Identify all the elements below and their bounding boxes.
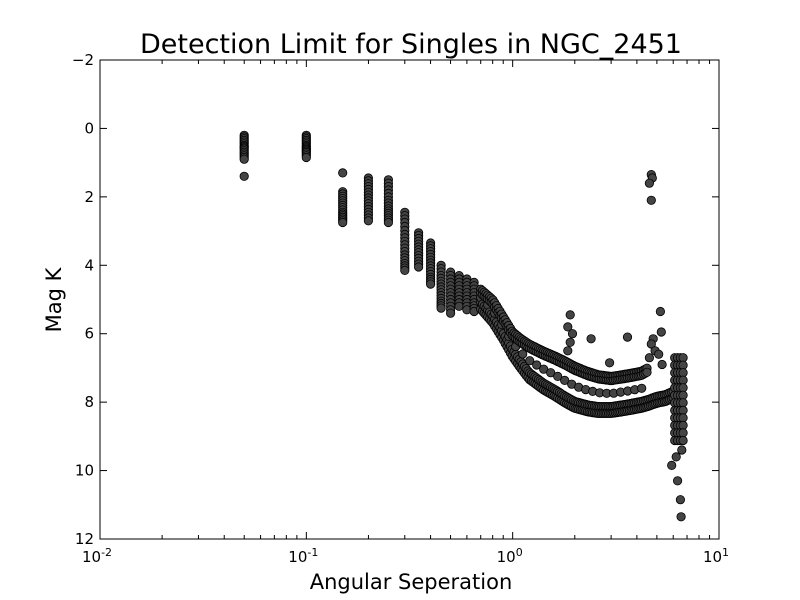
data-point <box>655 306 666 317</box>
chart-title: Detection Limit for Singles in NGC_2451 <box>140 29 682 60</box>
data-points <box>239 130 688 522</box>
plot-frame <box>99 59 720 540</box>
data-point <box>565 337 575 347</box>
data-point <box>678 375 688 385</box>
data-point <box>239 154 249 164</box>
data-point <box>532 360 542 370</box>
data-point <box>654 349 664 359</box>
data-point <box>425 279 436 289</box>
data-point <box>672 476 683 486</box>
data-point <box>413 262 424 272</box>
data-point <box>677 445 687 455</box>
data-point <box>525 356 535 366</box>
data-point <box>644 353 655 363</box>
x-tick-label: 100 <box>497 546 523 566</box>
x-axis: 10-2 10-1 100 101 <box>82 60 729 566</box>
data-point <box>563 322 573 332</box>
data-point <box>675 495 686 505</box>
y-axis: −2 0 2 4 6 8 10 12 <box>72 51 719 548</box>
data-point <box>301 152 311 163</box>
data-point <box>656 327 666 337</box>
y-axis-label: Mag K <box>42 266 66 332</box>
y-tick-label: 10 <box>75 462 94 480</box>
data-point <box>436 303 446 313</box>
data-point <box>604 358 615 368</box>
data-point <box>546 368 556 378</box>
data-point <box>678 398 688 408</box>
y-tick-label: 4 <box>84 256 94 274</box>
x-tick-label: 10-2 <box>82 546 112 566</box>
data-point <box>637 383 647 393</box>
data-point <box>560 375 570 385</box>
data-point <box>338 217 348 228</box>
data-point <box>678 435 688 446</box>
data-point <box>338 168 348 178</box>
data-point <box>553 371 563 381</box>
data-point <box>667 460 677 470</box>
x-axis-label: Angular Seperation <box>310 570 513 594</box>
data-point <box>445 308 456 318</box>
y-tick-label: 2 <box>84 188 94 206</box>
data-point <box>586 334 596 344</box>
data-point <box>642 367 652 377</box>
data-point <box>671 452 681 462</box>
data-point <box>565 310 575 320</box>
data-point <box>646 195 656 205</box>
data-point <box>239 171 249 181</box>
y-tick-label: 6 <box>84 325 94 343</box>
data-point <box>676 512 686 522</box>
data-point <box>518 349 528 359</box>
y-tick-label: 8 <box>84 393 94 411</box>
data-point <box>563 346 573 356</box>
data-point <box>657 359 667 370</box>
data-point <box>363 216 373 226</box>
y-tick-label: 12 <box>75 530 94 548</box>
data-point <box>678 428 688 438</box>
x-tick-label: 10-1 <box>288 546 318 566</box>
data-point <box>400 265 410 275</box>
x-tick-label: 101 <box>703 546 729 566</box>
y-tick-label: 0 <box>84 119 94 137</box>
data-point <box>383 217 393 228</box>
data-point <box>567 329 578 339</box>
data-point <box>644 178 655 188</box>
y-tick-label: −2 <box>72 51 94 69</box>
data-point <box>454 301 464 311</box>
data-point <box>622 332 633 342</box>
data-point <box>646 339 656 349</box>
